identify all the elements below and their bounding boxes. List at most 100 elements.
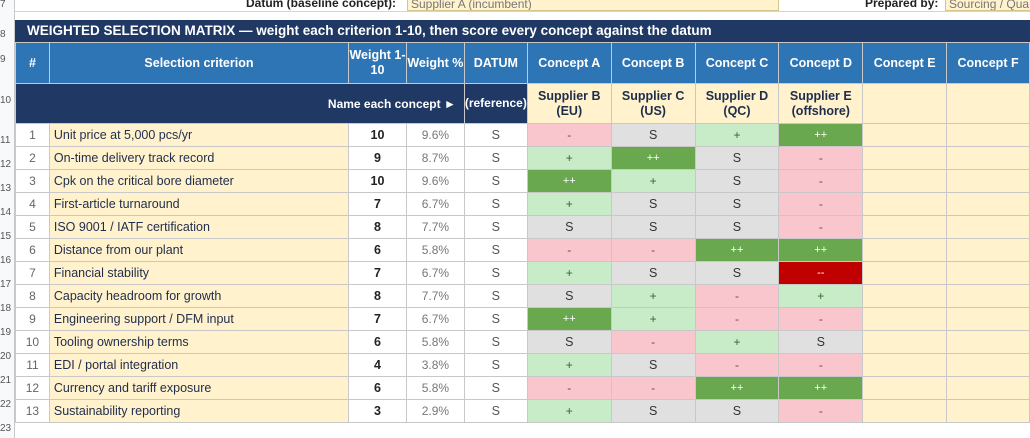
concept-name-input[interactable]: Supplier B (EU) (526, 83, 612, 124)
score-cell[interactable] (946, 192, 1030, 216)
score-cell[interactable] (862, 238, 948, 262)
criterion-name-input[interactable]: Unit price at 5,000 pcs/yr (48, 123, 350, 147)
score-cell[interactable]: S (610, 353, 696, 377)
criterion-name-input[interactable]: Currency and tariff exposure (48, 376, 350, 400)
weight-input[interactable]: 7 (348, 192, 407, 216)
criterion-name-input[interactable]: Engineering support / DFM input (48, 307, 350, 331)
score-cell[interactable]: S (526, 215, 612, 239)
score-cell[interactable]: ++ (526, 307, 612, 331)
score-cell[interactable]: S (694, 169, 780, 193)
weight-input[interactable]: 3 (348, 399, 407, 423)
weight-input[interactable]: 7 (348, 307, 407, 331)
score-cell[interactable]: - (694, 307, 780, 331)
score-cell[interactable]: + (694, 123, 780, 147)
score-cell[interactable]: - (778, 192, 864, 216)
score-cell[interactable] (946, 146, 1030, 170)
score-cell[interactable]: - (778, 169, 864, 193)
score-cell[interactable]: ++ (778, 123, 864, 147)
criterion-name-input[interactable]: Tooling ownership terms (48, 330, 350, 354)
score-cell[interactable]: - (778, 399, 864, 423)
score-cell[interactable] (862, 123, 948, 147)
score-cell[interactable]: + (610, 284, 696, 308)
criterion-name-input[interactable]: Capacity headroom for growth (48, 284, 350, 308)
score-cell[interactable]: S (610, 215, 696, 239)
criterion-name-input[interactable]: Financial stability (48, 261, 350, 285)
score-cell[interactable] (946, 261, 1030, 285)
score-cell[interactable]: S (694, 399, 780, 423)
score-cell[interactable] (862, 307, 948, 331)
score-cell[interactable]: - (610, 330, 696, 354)
score-cell[interactable] (946, 330, 1030, 354)
weight-input[interactable]: 6 (348, 238, 407, 262)
score-cell[interactable]: S (526, 284, 612, 308)
score-cell[interactable]: - (694, 353, 780, 377)
datum-input[interactable]: Supplier A (incumbent) (407, 0, 779, 11)
prepared-input[interactable]: Sourcing / Qua (945, 0, 1030, 11)
score-cell[interactable] (946, 123, 1030, 147)
score-cell[interactable] (946, 215, 1030, 239)
criterion-name-input[interactable]: On-time delivery track record (48, 146, 350, 170)
score-cell[interactable]: + (610, 307, 696, 331)
score-cell[interactable]: ++ (526, 169, 612, 193)
score-cell[interactable]: - (778, 307, 864, 331)
score-cell[interactable] (862, 399, 948, 423)
weight-input[interactable]: 8 (348, 284, 407, 308)
weight-input[interactable]: 8 (348, 215, 407, 239)
weight-input[interactable]: 10 (348, 123, 407, 147)
criterion-name-input[interactable]: Cpk on the critical bore diameter (48, 169, 350, 193)
score-cell[interactable]: - (610, 376, 696, 400)
score-cell[interactable]: + (526, 261, 612, 285)
score-cell[interactable]: -- (778, 261, 864, 285)
score-cell[interactable]: ++ (694, 238, 780, 262)
score-cell[interactable]: - (526, 238, 612, 262)
score-cell[interactable]: S (694, 215, 780, 239)
score-cell[interactable] (946, 284, 1030, 308)
concept-name-input[interactable]: Supplier C (US) (610, 83, 696, 124)
score-cell[interactable] (862, 215, 948, 239)
score-cell[interactable]: - (694, 284, 780, 308)
score-cell[interactable] (946, 376, 1030, 400)
score-cell[interactable]: + (526, 146, 612, 170)
score-cell[interactable]: - (526, 123, 612, 147)
weight-input[interactable]: 10 (348, 169, 407, 193)
score-cell[interactable]: + (610, 169, 696, 193)
concept-name-input[interactable] (862, 83, 948, 124)
criterion-name-input[interactable]: ISO 9001 / IATF certification (48, 215, 350, 239)
score-cell[interactable]: - (778, 215, 864, 239)
score-cell[interactable]: - (526, 376, 612, 400)
score-cell[interactable]: S (694, 261, 780, 285)
score-cell[interactable] (946, 238, 1030, 262)
score-cell[interactable]: S (526, 330, 612, 354)
criterion-name-input[interactable]: EDI / portal integration (48, 353, 350, 377)
score-cell[interactable]: + (526, 192, 612, 216)
score-cell[interactable]: ++ (778, 238, 864, 262)
score-cell[interactable]: S (778, 330, 864, 354)
score-cell[interactable]: S (610, 261, 696, 285)
score-cell[interactable] (862, 284, 948, 308)
score-cell[interactable]: S (610, 123, 696, 147)
score-cell[interactable] (862, 330, 948, 354)
weight-input[interactable]: 9 (348, 146, 407, 170)
score-cell[interactable]: + (526, 399, 612, 423)
score-cell[interactable] (946, 307, 1030, 331)
score-cell[interactable] (862, 376, 948, 400)
criterion-name-input[interactable]: Distance from our plant (48, 238, 350, 262)
criterion-name-input[interactable]: Sustainability reporting (48, 399, 350, 423)
weight-input[interactable]: 6 (348, 330, 407, 354)
weight-input[interactable]: 4 (348, 353, 407, 377)
score-cell[interactable]: + (694, 330, 780, 354)
score-cell[interactable]: + (526, 353, 612, 377)
score-cell[interactable] (946, 169, 1030, 193)
concept-name-input[interactable]: Supplier D (QC) (694, 83, 780, 124)
score-cell[interactable] (946, 353, 1030, 377)
weight-input[interactable]: 6 (348, 376, 407, 400)
score-cell[interactable]: ++ (778, 376, 864, 400)
score-cell[interactable]: S (694, 192, 780, 216)
score-cell[interactable] (862, 261, 948, 285)
score-cell[interactable] (862, 353, 948, 377)
score-cell[interactable] (862, 146, 948, 170)
score-cell[interactable]: ++ (610, 146, 696, 170)
concept-name-input[interactable]: Supplier E (offshore) (778, 83, 864, 124)
score-cell[interactable]: S (610, 399, 696, 423)
score-cell[interactable] (946, 399, 1030, 423)
